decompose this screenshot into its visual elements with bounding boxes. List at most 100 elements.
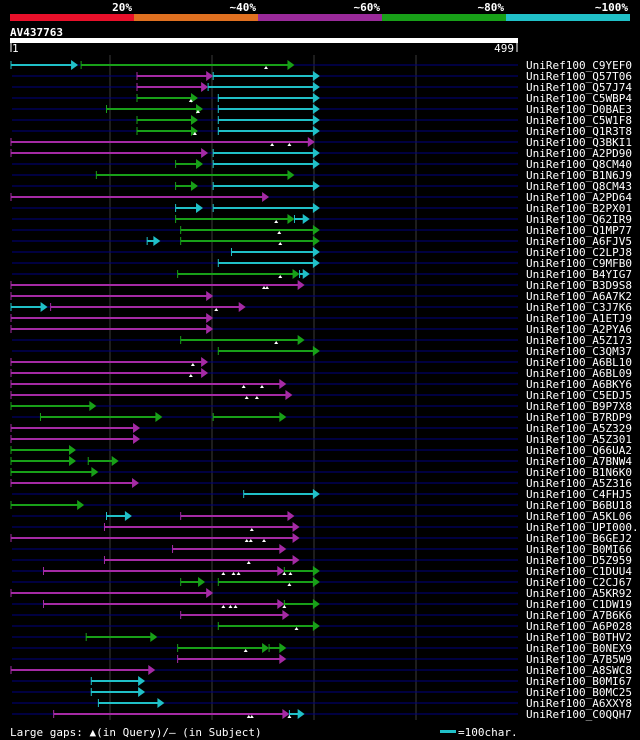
hit-row[interactable]: UniRef100_C9MFB0: [12, 257, 632, 270]
hit-label[interactable]: UniRef100_A6XXY8: [526, 697, 632, 710]
hit-label[interactable]: UniRef100_B0MC25: [526, 686, 632, 699]
hit-row[interactable]: UniRef100_A5Z329: [10, 422, 632, 435]
hit-label[interactable]: UniRef100_B0THV2: [526, 631, 632, 644]
hit-label[interactable]: UniRef100_A6FJV5: [526, 235, 632, 248]
hit-label[interactable]: UniRef100_C9YEF0: [526, 59, 632, 72]
hit-row[interactable]: UniRef100_A5Z301: [10, 433, 632, 446]
hit-row[interactable]: UniRef100_B7RDP9: [12, 411, 632, 424]
hit-row[interactable]: UniRef100_C1DUU4: [12, 565, 632, 578]
hit-label[interactable]: UniRef100_A6BL09: [526, 367, 632, 380]
hit-row[interactable]: UniRef100_C0QQH7: [12, 708, 632, 721]
hit-row[interactable]: UniRef100_Q1MP77: [12, 224, 632, 237]
hit-row[interactable]: UniRef100_B9P7X8: [10, 400, 632, 413]
hit-label[interactable]: UniRef100_A5KR92: [526, 587, 632, 600]
hit-label[interactable]: UniRef100_Q57J74: [526, 81, 632, 94]
hit-label[interactable]: UniRef100_A2PD64: [526, 191, 632, 204]
hit-row[interactable]: UniRef100_B1N6K0: [10, 466, 632, 479]
hit-row[interactable]: UniRef100_D0BAE3: [12, 103, 632, 116]
hit-label[interactable]: UniRef100_A5Z173: [526, 334, 632, 347]
hit-label[interactable]: UniRef100_A7B6K6: [526, 609, 632, 622]
hit-label[interactable]: UniRef100_B0MI67: [526, 675, 632, 688]
hit-label[interactable]: UniRef100_A5Z316: [526, 477, 632, 490]
hit-row[interactable]: UniRef100_A5Z173: [12, 334, 632, 347]
hit-row[interactable]: UniRef100_Q1R3T8: [12, 125, 632, 138]
hit-row[interactable]: UniRef100_Q8CM40: [12, 158, 632, 171]
hit-row[interactable]: UniRef100_Q62IR9: [12, 213, 632, 226]
hit-row[interactable]: UniRef100_A6P028: [12, 620, 632, 633]
hit-row[interactable]: UniRef100_A6BL10: [10, 356, 632, 369]
hit-row[interactable]: UniRef100_A7BNW4: [10, 455, 632, 468]
hit-label[interactable]: UniRef100_Q57T06: [526, 70, 632, 83]
hit-row[interactable]: UniRef100_C9YEF0: [10, 59, 632, 72]
hit-row[interactable]: UniRef100_C4FHJ5: [12, 488, 632, 501]
hit-row[interactable]: UniRef100_B3D9S8: [10, 279, 632, 292]
hit-row[interactable]: UniRef100_B6GEJ2: [10, 532, 632, 545]
hit-label[interactable]: UniRef100_Q3BKI1: [526, 136, 632, 149]
hit-label[interactable]: UniRef100_A1ETJ9: [526, 312, 632, 325]
hit-row[interactable]: UniRef100_A6BL09: [10, 367, 632, 380]
hit-row[interactable]: UniRef100_A7B6K6: [12, 609, 632, 622]
hit-row[interactable]: UniRef100_Q3BKI1: [10, 136, 632, 149]
hit-label[interactable]: UniRef100_C3J7K6: [526, 301, 632, 314]
hit-label[interactable]: UniRef100_B6GEJ2: [526, 532, 632, 545]
hit-label[interactable]: UniRef100_A8SWC8: [526, 664, 632, 677]
hit-label[interactable]: UniRef100_B1N6K0: [526, 466, 632, 479]
hit-label[interactable]: UniRef100_Q1MP77: [526, 224, 632, 237]
hit-label[interactable]: UniRef100_Q62IR9: [526, 213, 632, 226]
hit-label[interactable]: UniRef100_A7B5W9: [526, 653, 632, 666]
hit-label[interactable]: UniRef100_D0BAE3: [526, 103, 632, 116]
hit-row[interactable]: UniRef100_C1DW19: [12, 598, 632, 611]
hit-row[interactable]: UniRef100_C2LPJ8: [12, 246, 632, 259]
hit-label[interactable]: UniRef100_A6P028: [526, 620, 632, 633]
hit-label[interactable]: UniRef100_B1N6J9: [526, 169, 632, 182]
hit-label[interactable]: UniRef100_B6BU18: [526, 499, 632, 512]
hit-row[interactable]: UniRef100_A6A7K2: [10, 290, 632, 303]
hit-row[interactable]: UniRef100_C5EDJ5: [10, 389, 632, 402]
hit-row[interactable]: UniRef100_B2PX01: [12, 202, 632, 215]
hit-row[interactable]: UniRef100_B6BU18: [10, 499, 632, 512]
hit-row[interactable]: UniRef100_A5KL06: [12, 510, 632, 523]
hit-label[interactable]: UniRef100_A5KL06: [526, 510, 632, 523]
hit-row[interactable]: UniRef100_C3QM37: [12, 345, 632, 358]
hit-label[interactable]: UniRef100_Q8CM43: [526, 180, 632, 193]
hit-label[interactable]: UniRef100_D5Z959: [526, 554, 632, 567]
hit-label[interactable]: UniRef100_A2PD90: [526, 147, 632, 160]
hit-label[interactable]: UniRef100_C4FHJ5: [526, 488, 632, 501]
hit-row[interactable]: UniRef100_A2PD90: [10, 147, 632, 160]
hit-row[interactable]: UniRef100_B0THV2: [12, 631, 632, 644]
hit-label[interactable]: UniRef100_C3QM37: [526, 345, 632, 358]
hit-label[interactable]: UniRef100_C2CJ67: [526, 576, 632, 589]
hit-label[interactable]: UniRef100_C5WBP4: [526, 92, 632, 105]
hit-label[interactable]: UniRef100_C5EDJ5: [526, 389, 632, 402]
hit-row[interactable]: UniRef100_B0MI66: [12, 543, 632, 556]
hit-row[interactable]: UniRef100_A6BKY6: [10, 378, 632, 391]
hit-row[interactable]: UniRef100_A8SWC8: [10, 664, 632, 677]
hit-row[interactable]: UniRef100_A6XXY8: [12, 697, 632, 710]
hit-label[interactable]: UniRef100_B4YIG7: [526, 268, 632, 281]
hit-label[interactable]: UniRef100_Q66UA2: [526, 444, 632, 457]
hit-row[interactable]: UniRef100_Q8CM43: [12, 180, 632, 193]
hit-label[interactable]: UniRef100_B7RDP9: [526, 411, 632, 424]
hit-row[interactable]: UniRef100_C5WBP4: [12, 92, 632, 105]
hit-row[interactable]: UniRef100_B0NEX9: [12, 642, 632, 655]
hit-label[interactable]: UniRef100_C5W1F8: [526, 114, 632, 127]
hit-row[interactable]: UniRef100_A2PYA6: [10, 323, 632, 336]
hit-row[interactable]: UniRef100_C2CJ67: [12, 576, 632, 589]
hit-row[interactable]: UniRef100_C5W1F8: [12, 114, 632, 127]
hit-row[interactable]: UniRef100_B4YIG7: [12, 268, 632, 281]
hit-label[interactable]: UniRef100_A5Z329: [526, 422, 632, 435]
hit-row[interactable]: UniRef100_C3J7K6: [10, 301, 632, 314]
hit-label[interactable]: UniRef100_Q1R3T8: [526, 125, 632, 138]
hit-label[interactable]: UniRef100_UPI000..: [526, 521, 640, 534]
hit-label[interactable]: UniRef100_A7BNW4: [526, 455, 632, 468]
hit-row[interactable]: UniRef100_B0MI67: [12, 675, 632, 688]
hit-row[interactable]: UniRef100_A6FJV5: [12, 235, 632, 248]
hit-row[interactable]: UniRef100_Q57T06: [12, 70, 632, 83]
hit-label[interactable]: UniRef100_A6BKY6: [526, 378, 632, 391]
hit-row[interactable]: UniRef100_Q66UA2: [10, 444, 632, 457]
hit-row[interactable]: UniRef100_A5KR92: [10, 587, 632, 600]
hit-row[interactable]: UniRef100_A5Z316: [10, 477, 632, 490]
hit-label[interactable]: UniRef100_C2LPJ8: [526, 246, 632, 259]
hit-label[interactable]: UniRef100_B3D9S8: [526, 279, 632, 292]
hit-label[interactable]: UniRef100_A5Z301: [526, 433, 632, 446]
